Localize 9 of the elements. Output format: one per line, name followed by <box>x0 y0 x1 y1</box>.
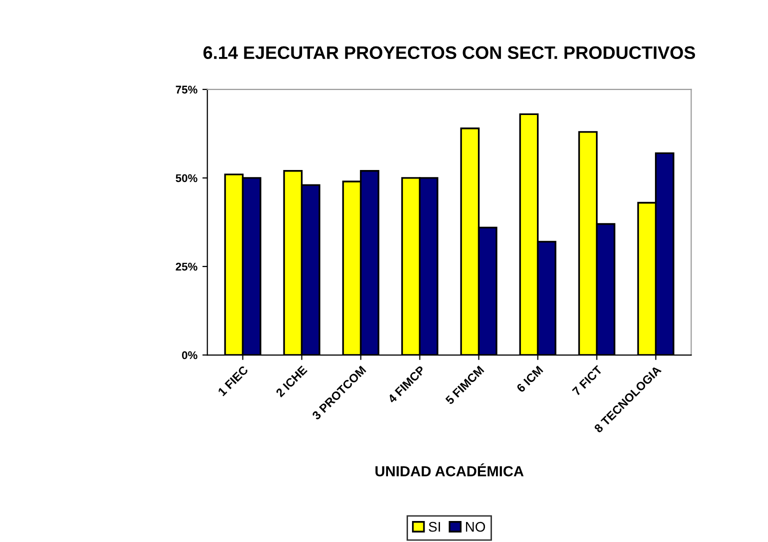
y-tick-label: 0% <box>182 351 198 360</box>
legend-label: SI <box>428 522 440 532</box>
x-tick-label: 6 ICM <box>516 366 544 393</box>
legend-label: NO <box>466 522 486 532</box>
chart-title: 6.14 EJECUTAR PROYECTOS CON SECT. PRODUCTIVOS <box>203 46 696 60</box>
y-tick-label: 25% <box>176 262 198 271</box>
y-tick-label: 50% <box>176 174 198 182</box>
y-tick-label: 75% <box>176 86 198 94</box>
x-axis-title: UNIDAD ACADÉMICA <box>375 463 524 476</box>
